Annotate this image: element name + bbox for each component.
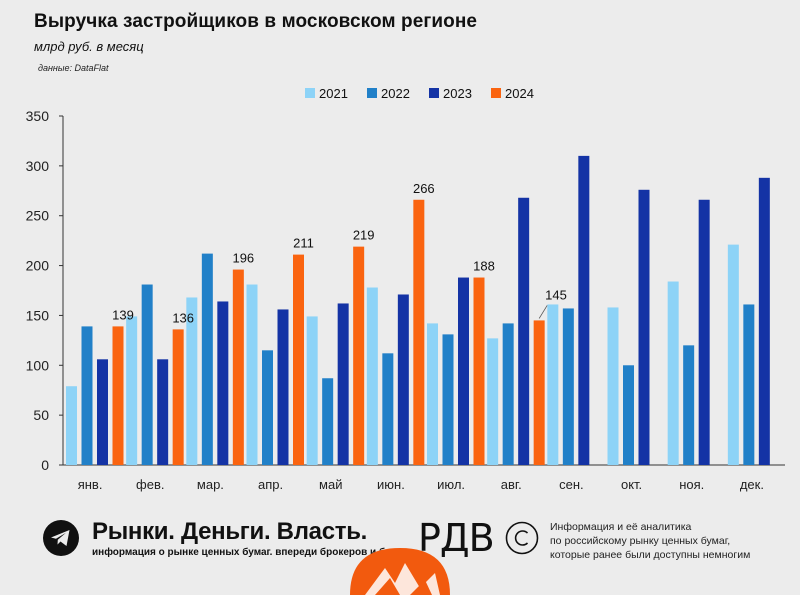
legend-label-2021: 2021 xyxy=(319,86,348,101)
decorative-shape xyxy=(350,548,450,595)
bar-2024 xyxy=(473,277,485,465)
footer-info-line: Информация и её аналитика xyxy=(550,521,692,533)
data-label-2024: 266 xyxy=(413,181,435,196)
legend-swatch-2022 xyxy=(367,88,377,98)
bar-2023 xyxy=(698,199,710,465)
bar-2022 xyxy=(442,334,454,465)
bar-2022 xyxy=(623,365,634,465)
x-tick-label: ноя. xyxy=(679,477,704,492)
bar-2023 xyxy=(458,277,469,465)
data-label-2024: 219 xyxy=(353,228,375,243)
bar-2022 xyxy=(201,253,213,465)
bar-2023 xyxy=(277,309,289,465)
bar-2021 xyxy=(246,284,258,465)
x-tick-label: июл. xyxy=(437,477,465,492)
bar-2021 xyxy=(667,281,679,465)
y-tick-label: 50 xyxy=(33,407,49,423)
y-tick-label: 200 xyxy=(26,258,50,274)
x-tick-label: сен. xyxy=(559,477,584,492)
bar-2023 xyxy=(578,155,590,465)
bar-2024 xyxy=(413,199,425,465)
bar-2023 xyxy=(638,189,650,465)
brand-name: Рынки. Деньги. Власть. xyxy=(92,518,368,545)
legend-label-2022: 2022 xyxy=(381,86,410,101)
bar-2021 xyxy=(186,297,198,465)
bar-2022 xyxy=(141,284,153,465)
bar-2021 xyxy=(366,287,378,465)
data-label-2024: 145 xyxy=(545,287,567,302)
bar-2022 xyxy=(262,350,273,465)
bar-2021 xyxy=(727,244,739,465)
bar-2022 xyxy=(322,378,334,465)
y-tick-label: 300 xyxy=(26,158,50,174)
data-label-2024: 136 xyxy=(172,310,194,325)
bar-2021 xyxy=(607,307,619,465)
bar-2024 xyxy=(232,269,244,465)
data-label-leader xyxy=(538,305,548,319)
bar-2023 xyxy=(157,359,169,465)
legend-swatch-2021 xyxy=(305,88,315,98)
bar-2023 xyxy=(97,359,108,465)
footer-info-line: по российскому рынку ценных бумаг, xyxy=(550,535,731,547)
x-tick-label: авг. xyxy=(501,477,522,492)
data-label-2024: 139 xyxy=(112,307,134,322)
chart-title: Выручка застройщиков в московском регион… xyxy=(34,11,478,32)
bar-2022 xyxy=(502,323,514,465)
bar-2022 xyxy=(81,326,93,465)
legend-label-2023: 2023 xyxy=(443,86,472,101)
bar-2024 xyxy=(533,320,545,465)
y-tick-label: 0 xyxy=(41,457,49,473)
legend-label-2024: 2024 xyxy=(505,86,534,101)
footer-info: Информация и её аналитика по российскому… xyxy=(550,520,750,562)
data-label-2024: 188 xyxy=(473,259,495,274)
data-label-2024: 196 xyxy=(232,251,254,266)
y-tick-label: 150 xyxy=(26,307,50,323)
bar-2022 xyxy=(743,304,755,465)
bar-2024 xyxy=(293,254,304,465)
bar-chart: 0 50 100 150 200 250 300 350 янв. фев. мар. апр. май… xyxy=(26,86,785,492)
x-tick-label: дек. xyxy=(740,477,764,492)
bar-2023 xyxy=(518,197,530,465)
bar-2022 xyxy=(683,345,695,465)
bar-2023 xyxy=(217,301,229,465)
x-tick-label: фев. xyxy=(136,477,164,492)
brand-tagline: информация о рынке ценных бумаг. впереди… xyxy=(92,547,417,558)
bar-2021 xyxy=(66,386,77,465)
bar-2021 xyxy=(487,338,499,465)
bar-2021 xyxy=(126,316,138,465)
bar-2022 xyxy=(382,353,394,465)
x-tick-label: окт. xyxy=(621,477,642,492)
x-tick-label: май xyxy=(319,477,342,492)
rdv-logo: РДВ xyxy=(418,516,495,560)
bar-2023 xyxy=(337,303,349,465)
bar-2022 xyxy=(562,308,574,465)
legend-swatch-2024 xyxy=(491,88,501,98)
x-tick-label: мар. xyxy=(197,477,224,492)
y-tick-label: 250 xyxy=(26,208,50,224)
chart-subtitle: млрд руб. в месяц xyxy=(34,39,144,54)
x-tick-label: апр. xyxy=(258,477,283,492)
x-tick-label: янв. xyxy=(78,477,103,492)
bar-2021 xyxy=(427,323,438,465)
bar-2021 xyxy=(306,316,318,465)
y-tick-label: 100 xyxy=(26,357,50,373)
data-label-2024: 211 xyxy=(293,236,314,251)
footer-info-line: которые ранее были доступны немногим xyxy=(550,549,751,561)
bar-2021 xyxy=(547,304,559,465)
y-tick-label: 350 xyxy=(26,108,50,124)
data-source: данные: DataFlat xyxy=(38,63,109,73)
copyright-icon xyxy=(505,521,539,555)
bar-2024 xyxy=(112,326,124,465)
legend-swatch-2023 xyxy=(429,88,439,98)
bar-2024 xyxy=(353,246,365,465)
x-tick-label: июн. xyxy=(377,477,405,492)
bar-2023 xyxy=(397,294,409,465)
bar-2024 xyxy=(172,329,184,465)
telegram-icon[interactable] xyxy=(43,520,79,556)
bar-2023 xyxy=(758,177,770,465)
